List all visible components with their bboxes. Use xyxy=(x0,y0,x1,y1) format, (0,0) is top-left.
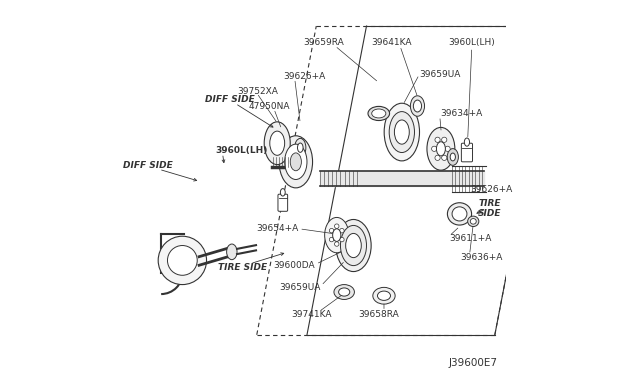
FancyBboxPatch shape xyxy=(278,194,287,211)
Ellipse shape xyxy=(270,131,285,155)
Ellipse shape xyxy=(346,234,362,257)
Ellipse shape xyxy=(368,106,390,121)
Ellipse shape xyxy=(413,100,422,112)
Text: 3960L(LH): 3960L(LH) xyxy=(449,38,495,47)
Text: 39659UA: 39659UA xyxy=(420,70,461,79)
Circle shape xyxy=(435,137,440,142)
Ellipse shape xyxy=(378,291,390,301)
Text: 39600DA: 39600DA xyxy=(273,262,315,270)
Ellipse shape xyxy=(450,153,456,161)
Text: 39658RA: 39658RA xyxy=(358,310,399,319)
Text: 39634+A: 39634+A xyxy=(440,109,482,118)
Circle shape xyxy=(158,236,207,285)
Circle shape xyxy=(335,242,339,246)
Ellipse shape xyxy=(452,207,467,221)
Ellipse shape xyxy=(447,149,458,166)
Ellipse shape xyxy=(339,288,349,296)
Text: SIDE: SIDE xyxy=(478,209,502,218)
Circle shape xyxy=(168,246,197,275)
Text: TIRE: TIRE xyxy=(479,199,501,208)
Text: 39626+A: 39626+A xyxy=(470,185,513,194)
Circle shape xyxy=(335,224,339,228)
Text: DIFF SIDE: DIFF SIDE xyxy=(122,161,172,170)
Text: 47950NA: 47950NA xyxy=(249,102,290,110)
Ellipse shape xyxy=(298,143,303,153)
Ellipse shape xyxy=(227,244,237,260)
Text: DIFF SIDE: DIFF SIDE xyxy=(205,95,255,104)
Circle shape xyxy=(442,155,447,160)
Circle shape xyxy=(431,146,437,151)
Ellipse shape xyxy=(290,153,301,171)
Text: 39659RA: 39659RA xyxy=(303,38,344,47)
Ellipse shape xyxy=(336,219,371,272)
Circle shape xyxy=(330,228,334,233)
Text: 39741KA: 39741KA xyxy=(291,310,332,319)
Text: 39611+A: 39611+A xyxy=(449,234,492,243)
Ellipse shape xyxy=(285,144,307,180)
Ellipse shape xyxy=(294,138,306,157)
Text: 39659UA: 39659UA xyxy=(280,283,321,292)
Ellipse shape xyxy=(410,96,424,116)
Ellipse shape xyxy=(389,112,415,153)
Circle shape xyxy=(445,146,450,151)
Text: 39626+A: 39626+A xyxy=(284,72,326,81)
Text: 39752XA: 39752XA xyxy=(237,87,278,96)
Text: 3960L(LH): 3960L(LH) xyxy=(215,146,268,155)
Ellipse shape xyxy=(280,189,285,196)
Ellipse shape xyxy=(373,287,395,304)
Ellipse shape xyxy=(264,122,291,164)
Circle shape xyxy=(435,155,440,160)
Text: TIRE SIDE: TIRE SIDE xyxy=(218,263,267,272)
Text: 39641KA: 39641KA xyxy=(371,38,412,47)
Ellipse shape xyxy=(468,216,479,227)
Ellipse shape xyxy=(279,136,312,188)
Text: 39654+A: 39654+A xyxy=(256,224,298,233)
Text: 39636+A: 39636+A xyxy=(460,253,502,262)
Ellipse shape xyxy=(384,103,419,161)
Circle shape xyxy=(340,237,344,242)
Ellipse shape xyxy=(372,109,386,118)
Ellipse shape xyxy=(334,285,355,299)
Ellipse shape xyxy=(427,128,455,170)
Ellipse shape xyxy=(333,229,341,241)
Ellipse shape xyxy=(436,142,445,156)
Circle shape xyxy=(442,137,447,142)
Text: J39600E7: J39600E7 xyxy=(449,358,498,368)
Circle shape xyxy=(330,237,334,242)
Ellipse shape xyxy=(470,219,476,224)
Circle shape xyxy=(340,228,344,233)
Ellipse shape xyxy=(340,225,367,266)
FancyBboxPatch shape xyxy=(461,143,472,162)
Ellipse shape xyxy=(394,120,410,144)
Ellipse shape xyxy=(447,203,472,225)
Ellipse shape xyxy=(324,217,349,253)
Ellipse shape xyxy=(465,138,470,146)
